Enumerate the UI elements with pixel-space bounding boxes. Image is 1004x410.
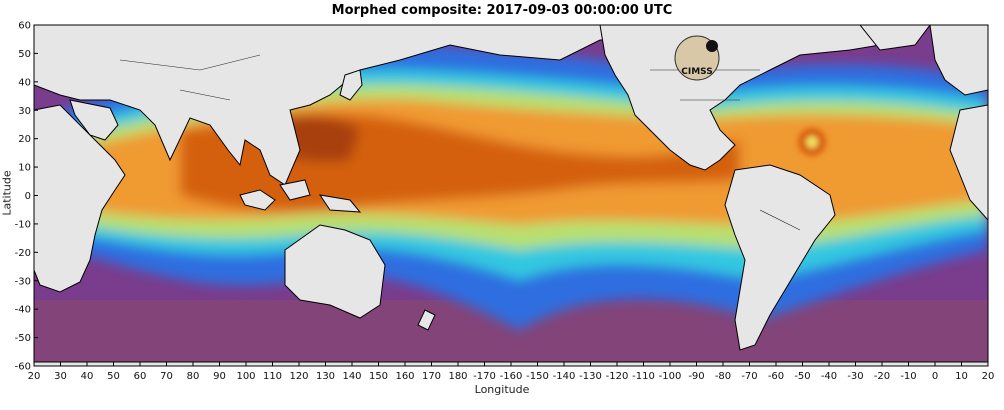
x-tick-label: -90 <box>688 371 704 382</box>
y-tick-label: 20 <box>18 134 31 145</box>
south-america <box>724 164 836 351</box>
x-tick-label: 20 <box>28 371 41 382</box>
y-tick-label: 50 <box>18 49 31 60</box>
x-tick-label: -40 <box>821 371 837 382</box>
x-tick-label: -60 <box>768 371 784 382</box>
x-tick-label: -100 <box>659 371 682 382</box>
y-axis: 60 50 40 30 20 10 0 -10 -20 -30 -40 -50 -60 <box>15 21 38 373</box>
australia <box>284 224 386 319</box>
x-tick-label: -170 <box>473 371 496 382</box>
y-tick-label: 10 <box>18 163 31 174</box>
x-tick-label: -130 <box>579 371 602 382</box>
x-tick-label: 40 <box>81 371 94 382</box>
x-tick-label: 10 <box>955 371 968 382</box>
x-tick-label: 20 <box>982 371 995 382</box>
new-zealand <box>417 309 436 331</box>
x-tick-label: 120 <box>289 371 308 382</box>
x-tick-label: -50 <box>794 371 810 382</box>
x-tick-label: 100 <box>236 371 255 382</box>
y-tick-label: 30 <box>18 106 31 117</box>
eurasia <box>34 25 681 186</box>
x-tick-label: 110 <box>263 371 282 382</box>
west-africa <box>949 104 988 221</box>
x-tick-label: -70 <box>741 371 757 382</box>
x-tick-label: 30 <box>54 371 67 382</box>
x-tick-label: 60 <box>134 371 147 382</box>
x-tick-label: -30 <box>847 371 863 382</box>
x-tick-label: -160 <box>500 371 523 382</box>
y-tick-label: -40 <box>15 305 31 316</box>
europe-west <box>929 25 988 96</box>
cyclone-swirl <box>798 128 826 156</box>
cimss-logo: CIMSS <box>674 35 720 81</box>
x-tick-label: 0 <box>932 371 938 382</box>
indonesia <box>239 179 362 213</box>
arabian-peninsula <box>69 99 119 141</box>
x-tick-label: 130 <box>316 371 335 382</box>
y-tick-label: 0 <box>25 191 31 202</box>
y-tick-label: 60 <box>18 21 31 32</box>
x-tick-label: 50 <box>107 371 120 382</box>
x-axis-label: Longitude <box>474 383 530 396</box>
japan <box>339 69 363 101</box>
y-tick-label: -30 <box>15 276 31 287</box>
x-tick-label: 80 <box>187 371 200 382</box>
x-tick-label: 160 <box>395 371 414 382</box>
x-tick-label: 150 <box>369 371 388 382</box>
y-tick-label: -10 <box>15 219 31 230</box>
x-tick-label: 90 <box>213 371 226 382</box>
x-tick-label: -150 <box>526 371 549 382</box>
greenland <box>859 25 931 51</box>
x-tick-label: 180 <box>448 371 467 382</box>
water-vapor-field: CIMSS <box>34 25 988 366</box>
y-tick-label: 40 <box>18 77 31 88</box>
africa <box>34 104 126 293</box>
x-tick-label: 170 <box>422 371 441 382</box>
x-tick-label: -80 <box>715 371 731 382</box>
x-tick-label: -120 <box>606 371 629 382</box>
x-axis: 20 30 40 50 60 70 80 90 100 110 120 130 140 150 160 170… <box>28 362 995 382</box>
x-tick-label: -10 <box>900 371 916 382</box>
x-tick-label: 70 <box>160 371 173 382</box>
x-tick-label: -110 <box>632 371 655 382</box>
figure-title: Morphed composite: 2017-09-03 00:00:00 U… <box>331 3 673 18</box>
x-tick-label: -20 <box>874 371 890 382</box>
y-tick-label: -50 <box>15 333 31 344</box>
y-axis-label: Latitude <box>0 170 14 216</box>
y-tick-label: -20 <box>15 248 31 259</box>
y-tick-label: -60 <box>15 362 31 373</box>
x-tick-label: 140 <box>342 371 361 382</box>
x-tick-label: -140 <box>553 371 576 382</box>
cimss-logo-text: CIMSS <box>681 67 712 77</box>
